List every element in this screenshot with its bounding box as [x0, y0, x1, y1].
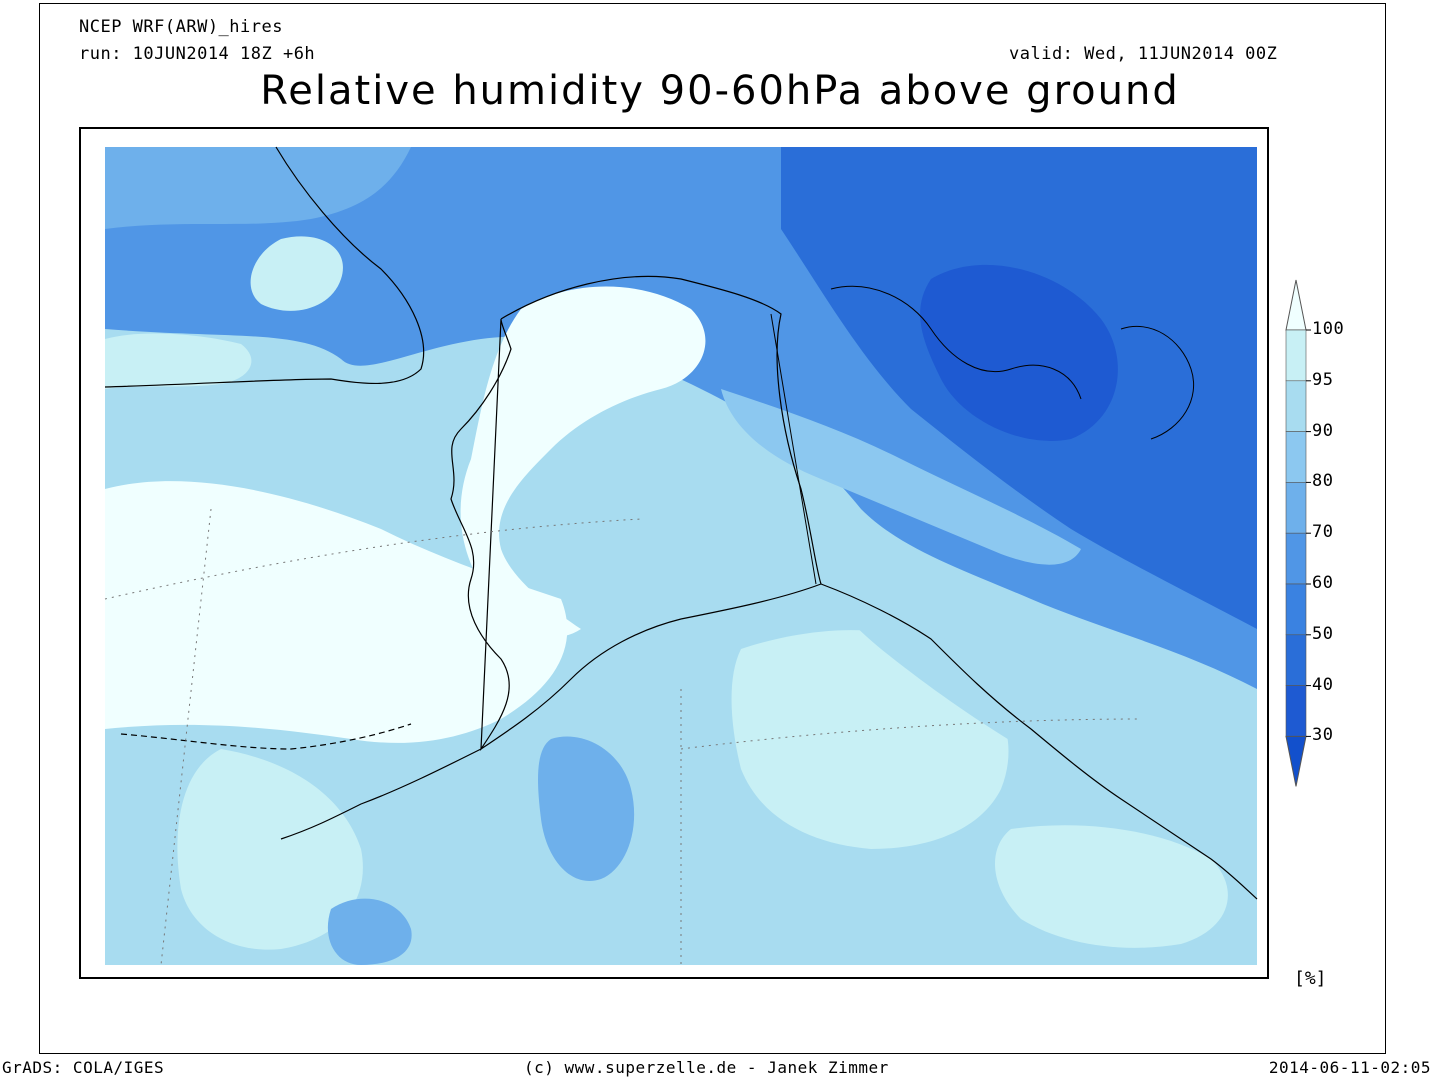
colorbar-graphic — [1285, 279, 1311, 787]
colorbar-box — [1285, 634, 1307, 686]
moist-southeast-pacific — [994, 825, 1228, 948]
colorbar-tick-label: 60 — [1312, 573, 1334, 593]
colorbar-tick-label: 80 — [1312, 471, 1334, 492]
canada-border — [770, 313, 817, 585]
alaska-coastline — [280, 275, 822, 840]
colorbar-box — [1285, 685, 1307, 737]
footer-timestamp: 2014-06-11-02:05 — [1268, 1058, 1431, 1077]
colorbar-box — [1285, 380, 1307, 432]
map-canvas — [104, 146, 1258, 966]
moist-interior-band — [721, 389, 1081, 565]
footer-software: GrADS: COLA/IGES — [2, 1058, 165, 1077]
colorbar-min-triangle — [1285, 735, 1307, 787]
colorbar-max-triangle — [1285, 279, 1307, 331]
southeast-coastline — [820, 583, 1258, 900]
colorbar-tick-label: 100 — [1312, 319, 1345, 339]
figure-frame — [39, 3, 1386, 1054]
aleutian-islands — [120, 723, 412, 750]
colorbar-box — [1285, 583, 1307, 636]
dry-pocket-south — [538, 736, 635, 881]
colorbar-tick-label: 95 — [1312, 369, 1334, 390]
footer-credit: (c) www.superzelle.de - Janek Zimmer — [524, 1058, 889, 1077]
colorbar-tick-label: 40 — [1312, 674, 1334, 695]
humidity-map — [79, 127, 1269, 979]
colorbar: 100 95 90 80 70 60 50 40 30 — [1284, 278, 1364, 798]
colorbar-box — [1285, 482, 1307, 534]
valid-time-label: valid: Wed, 11JUN2014 00Z — [1009, 44, 1278, 64]
graticule-line — [680, 718, 1142, 750]
map-title: Relative humidity 90-60hPa above ground — [260, 68, 1180, 114]
colorbar-tick-label: 50 — [1312, 623, 1334, 644]
dry-pocket-southwest — [327, 898, 412, 965]
northwest-strip — [105, 147, 411, 229]
moist-south-west-pacific — [177, 749, 363, 950]
colorbar-tick-label: 90 — [1312, 420, 1334, 441]
colorbar-tick-label: 30 — [1312, 725, 1334, 746]
model-label: NCEP WRF(ARW)_hires — [79, 17, 283, 37]
colorbar-box — [1285, 431, 1307, 483]
unit-label: [%] — [1294, 968, 1327, 989]
moist-coastal-mountains-band — [830, 579, 1141, 787]
moist-western-alaska — [460, 286, 706, 638]
colorbar-box — [1285, 532, 1307, 585]
driest-core-region — [920, 264, 1118, 441]
run-label: run: 10JUN2014 18Z +6h — [79, 44, 316, 64]
moist-bering-sea — [105, 481, 568, 743]
chukotka-coastline — [104, 146, 425, 388]
hudson-coastline — [1120, 325, 1195, 440]
arctic-islands-coastline — [830, 285, 1082, 400]
moist-siberia-strip — [105, 333, 252, 389]
moist-chukotka-patch — [250, 236, 343, 311]
colorbar-box — [1285, 329, 1307, 382]
colorbar-tick-label: 70 — [1312, 522, 1334, 543]
